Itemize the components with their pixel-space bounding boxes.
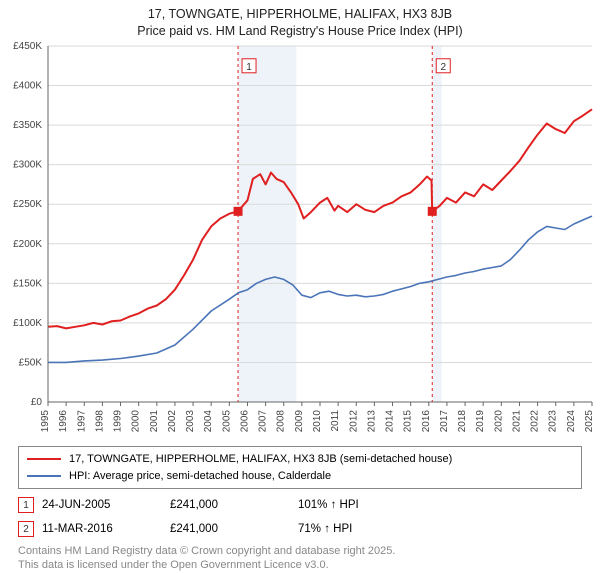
svg-text:1996: 1996 <box>58 410 69 433</box>
svg-text:2013: 2013 <box>366 410 377 433</box>
sale-price: £241,000 <box>170 523 290 535</box>
chart-title: 17, TOWNGATE, HIPPERHOLME, HALIFAX, HX3 … <box>0 0 600 40</box>
svg-text:2016: 2016 <box>421 410 432 433</box>
svg-text:£100K: £100K <box>13 318 42 329</box>
svg-text:£450K: £450K <box>13 42 42 52</box>
svg-text:2006: 2006 <box>239 410 250 433</box>
svg-text:£350K: £350K <box>13 120 42 131</box>
legend-swatch <box>27 475 61 477</box>
svg-text:2023: 2023 <box>548 410 559 433</box>
svg-text:1995: 1995 <box>40 410 51 433</box>
svg-text:2005: 2005 <box>221 410 232 433</box>
sale-date: 24-JUN-2005 <box>42 499 162 511</box>
svg-text:2004: 2004 <box>203 410 214 433</box>
svg-text:2002: 2002 <box>167 410 178 433</box>
legend-swatch <box>27 458 61 460</box>
title-line2: Price paid vs. HM Land Registry's House … <box>0 23 600 40</box>
svg-text:2019: 2019 <box>475 410 486 433</box>
svg-text:2010: 2010 <box>312 410 323 433</box>
svg-text:2017: 2017 <box>439 410 450 433</box>
svg-text:2014: 2014 <box>385 410 396 433</box>
svg-text:£300K: £300K <box>13 160 42 171</box>
svg-text:2022: 2022 <box>530 410 541 433</box>
svg-text:£150K: £150K <box>13 278 42 289</box>
price-chart: £0 £50K £100K £150K £200K £250K £300K £350K £400… <box>0 42 600 442</box>
svg-text:1: 1 <box>246 62 252 73</box>
sale-row: 2 11-MAR-2016 £241,000 71% ↑ HPI <box>18 521 582 537</box>
svg-text:2025: 2025 <box>584 410 595 433</box>
attribution: Contains HM Land Registry data © Crown c… <box>18 545 582 573</box>
chart-footer: 17, TOWNGATE, HIPPERHOLME, HALIFAX, HX3 … <box>18 446 582 573</box>
svg-text:2020: 2020 <box>493 410 504 433</box>
svg-text:2012: 2012 <box>348 410 359 433</box>
svg-text:£400K: £400K <box>13 81 42 92</box>
svg-text:2001: 2001 <box>149 410 160 433</box>
svg-text:2018: 2018 <box>457 410 468 433</box>
svg-text:2: 2 <box>440 62 446 73</box>
sale-date: 11-MAR-2016 <box>42 523 162 535</box>
attribution-line2: This data is licensed under the Open Gov… <box>18 559 582 573</box>
svg-text:2015: 2015 <box>403 410 414 433</box>
legend-row: 17, TOWNGATE, HIPPERHOLME, HALIFAX, HX3 … <box>27 451 573 468</box>
svg-text:2021: 2021 <box>511 410 522 433</box>
sale-marker: 2 <box>18 521 34 537</box>
svg-text:1998: 1998 <box>94 410 105 433</box>
sales-list: 1 24-JUN-2005 £241,000 101% ↑ HPI 2 11-MAR-20… <box>18 497 582 537</box>
legend: 17, TOWNGATE, HIPPERHOLME, HALIFAX, HX3 … <box>18 446 582 489</box>
title-line1: 17, TOWNGATE, HIPPERHOLME, HALIFAX, HX3 … <box>0 6 600 23</box>
svg-text:£250K: £250K <box>13 199 42 210</box>
svg-text:2009: 2009 <box>294 410 305 433</box>
sale-row: 1 24-JUN-2005 £241,000 101% ↑ HPI <box>18 497 582 513</box>
svg-text:1999: 1999 <box>113 410 124 433</box>
attribution-line1: Contains HM Land Registry data © Crown c… <box>18 545 582 559</box>
svg-text:£0: £0 <box>31 397 43 408</box>
svg-text:2024: 2024 <box>566 410 577 433</box>
svg-text:2000: 2000 <box>131 410 142 433</box>
svg-text:1997: 1997 <box>76 410 87 433</box>
svg-text:£200K: £200K <box>13 239 42 250</box>
sale-marker: 1 <box>18 497 34 513</box>
svg-text:2011: 2011 <box>330 410 341 432</box>
legend-label: 17, TOWNGATE, HIPPERHOLME, HALIFAX, HX3 … <box>69 451 452 468</box>
svg-text:£50K: £50K <box>19 357 43 368</box>
svg-text:2007: 2007 <box>258 410 269 433</box>
legend-row: HPI: Average price, semi-detached house,… <box>27 468 573 485</box>
sale-hpi: 71% ↑ HPI <box>298 523 352 535</box>
svg-text:2003: 2003 <box>185 410 196 433</box>
sale-price: £241,000 <box>170 499 290 511</box>
legend-label: HPI: Average price, semi-detached house,… <box>69 468 331 485</box>
svg-text:2008: 2008 <box>276 410 287 433</box>
sale-hpi: 101% ↑ HPI <box>298 499 359 511</box>
